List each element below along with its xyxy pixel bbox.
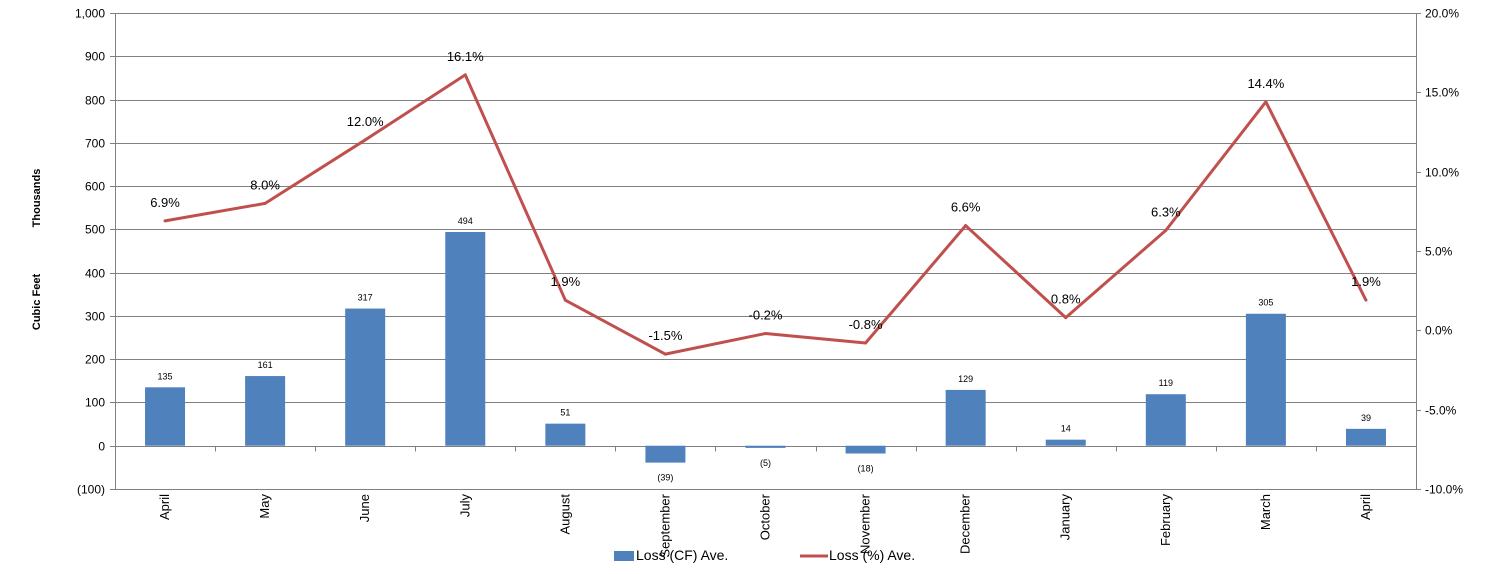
left-axis-ticks: (100) 0 100 200 300 400 500 600 700 800 900 1,000 xyxy=(75,7,105,497)
bar xyxy=(746,446,786,448)
bar-data-label: 14 xyxy=(1061,424,1071,434)
line-point xyxy=(1064,316,1067,319)
line-point xyxy=(764,332,767,335)
line-point xyxy=(964,224,967,227)
line-point xyxy=(264,202,267,205)
bar-data-label: 317 xyxy=(358,293,373,303)
line-point xyxy=(1164,229,1167,232)
line-data-label: 16.1% xyxy=(447,49,484,64)
right-tick-label: 15.0% xyxy=(1425,86,1459,100)
category-label: August xyxy=(557,494,572,535)
right-tick-label: 10.0% xyxy=(1425,166,1459,180)
bar-series xyxy=(145,232,1386,463)
legend: Loss (CF) Ave. Loss (%) Ave. xyxy=(614,547,915,563)
bar xyxy=(946,390,986,446)
bar xyxy=(645,446,685,463)
left-tick-label: 800 xyxy=(85,94,105,108)
bar-data-label: 119 xyxy=(1159,378,1173,388)
line-data-label: 6.3% xyxy=(1151,204,1181,219)
right-tick-label: 20.0% xyxy=(1425,7,1459,21)
line-point xyxy=(464,73,467,76)
bar-data-label: 494 xyxy=(458,216,473,226)
bar xyxy=(545,424,585,446)
line-point xyxy=(164,219,167,222)
left-tick-label: 500 xyxy=(85,223,105,237)
left-tick-label: (100) xyxy=(77,483,105,497)
category-label: December xyxy=(958,493,973,554)
line-point xyxy=(564,299,567,302)
line-data-label: -0.2% xyxy=(749,308,783,323)
left-tick-label: 600 xyxy=(85,180,105,194)
category-label: October xyxy=(758,493,773,540)
left-axis-title: Thousands Cubic Feet xyxy=(31,169,43,330)
right-tick-label: 5.0% xyxy=(1425,245,1453,259)
left-tick-label: 900 xyxy=(85,50,105,64)
bar xyxy=(846,446,886,454)
line-data-label: 6.9% xyxy=(150,195,180,210)
bar xyxy=(1046,440,1086,446)
line-point xyxy=(364,138,367,141)
line-data-label: 12.0% xyxy=(347,114,384,129)
line-data-label: 1.9% xyxy=(551,274,581,289)
bar xyxy=(1246,314,1286,446)
bar-data-label: (5) xyxy=(760,458,771,468)
category-label: April xyxy=(1358,494,1373,520)
bar-data-label: 305 xyxy=(1258,298,1273,308)
left-tick-label: 1,000 xyxy=(75,7,105,21)
category-label: April xyxy=(157,494,172,520)
bar xyxy=(445,232,485,446)
right-axis-ticks: -10.0% -5.0% 0.0% 5.0% 10.0% 15.0% 20.0% xyxy=(1425,7,1463,497)
legend-label: Loss (CF) Ave. xyxy=(636,547,728,563)
left-tick-label: 700 xyxy=(85,137,105,151)
gridlines xyxy=(115,14,1416,490)
bar xyxy=(1346,429,1386,446)
bar xyxy=(345,309,385,446)
left-tick-label: 200 xyxy=(85,353,105,367)
line-point xyxy=(1264,100,1267,103)
bar-data-label: 51 xyxy=(560,408,570,418)
category-label: May xyxy=(257,494,272,519)
line-point xyxy=(1364,299,1367,302)
line-data-label: 8.0% xyxy=(250,177,280,192)
line-data-label: -1.5% xyxy=(648,328,682,343)
category-label: June xyxy=(357,494,372,522)
line-point xyxy=(864,342,867,345)
right-tick-label: -5.0% xyxy=(1425,404,1457,418)
bar-data-label: (18) xyxy=(858,464,874,474)
legend-bar-swatch xyxy=(614,551,634,561)
left-tick-label: 400 xyxy=(85,267,105,281)
bar xyxy=(1146,394,1186,445)
bar-data-label: 161 xyxy=(258,360,273,370)
bar-data-label: 39 xyxy=(1361,413,1371,423)
category-label: November xyxy=(858,493,873,554)
legend-label: Loss (%) Ave. xyxy=(829,547,915,563)
category-label: March xyxy=(1258,494,1273,530)
line-point xyxy=(664,353,667,356)
left-tick-label: 100 xyxy=(85,396,105,410)
category-label: January xyxy=(1058,494,1073,541)
line-data-label: 1.9% xyxy=(1351,274,1381,289)
line-data-label: 14.4% xyxy=(1247,76,1284,91)
left-axis-title-line: Cubic Feet xyxy=(31,274,43,331)
right-tick-label: 0.0% xyxy=(1425,324,1453,338)
left-tick-label: 0 xyxy=(98,440,105,454)
left-tick-label: 300 xyxy=(85,310,105,324)
category-label: February xyxy=(1158,494,1173,547)
bar xyxy=(145,387,185,445)
axes xyxy=(110,13,1421,490)
bar-data-label: 135 xyxy=(158,371,173,381)
bar-data-label: 129 xyxy=(958,374,973,384)
bar xyxy=(245,376,285,446)
right-tick-label: -10.0% xyxy=(1425,483,1463,497)
bar-data-label: (39) xyxy=(657,473,673,483)
line-data-label: -0.8% xyxy=(849,317,883,332)
category-labels: April May June July August September October No… xyxy=(157,493,1373,557)
line-data-labels: 6.9% 8.0% 12.0% 16.1% 1.9% -1.5% -0.2% -0.8% 6.6… xyxy=(150,49,1381,343)
line-data-label: 6.6% xyxy=(951,200,981,215)
left-axis-title-line: Thousands xyxy=(31,169,43,228)
line-data-label: 0.8% xyxy=(1051,292,1081,307)
bar-data-labels: 135 161 317 494 51 (39) (5) (18) 129 14 119 305 39 xyxy=(158,216,1371,483)
category-label: July xyxy=(457,494,472,518)
